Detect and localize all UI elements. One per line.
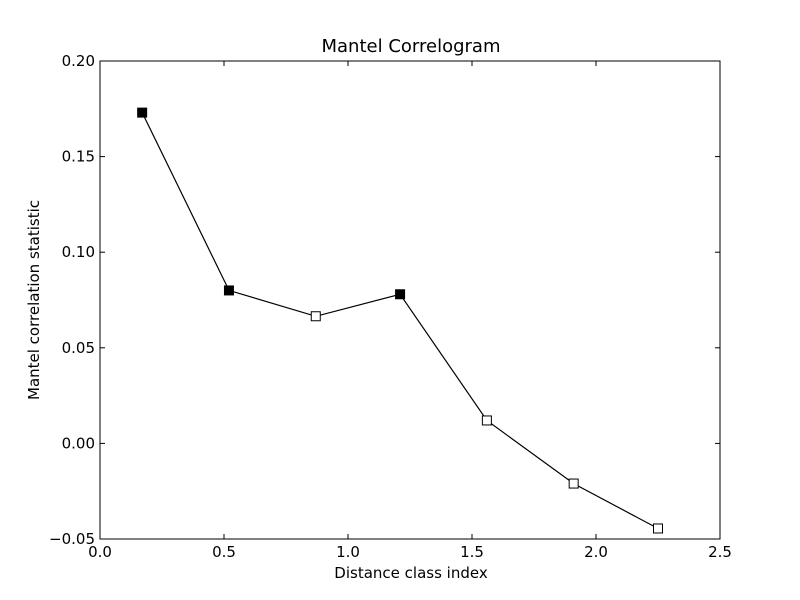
chart-title: Mantel Correlogram bbox=[322, 36, 501, 57]
data-point-open bbox=[653, 523, 663, 534]
data-point-filled bbox=[395, 289, 406, 300]
x-tick-label: 0.0 bbox=[88, 543, 112, 561]
x-tick-label: 0.5 bbox=[212, 543, 236, 561]
y-tick-label: 0.00 bbox=[62, 434, 95, 452]
x-tick-label: 2.0 bbox=[584, 543, 608, 561]
data-point-open bbox=[310, 311, 321, 322]
x-tick-label: 2.5 bbox=[708, 543, 732, 561]
x-axis-label: Distance class index bbox=[334, 564, 488, 582]
plot-area: 0.0 0.5 1.0 1.5 2.0 2.5 −0.05 0.00 0.05 0.10 0.15 0… bbox=[49, 52, 732, 561]
y-axis-label: Mantel correlation statistic bbox=[25, 200, 43, 400]
data-point-open bbox=[568, 478, 579, 489]
data-point-filled bbox=[223, 285, 234, 296]
y-tick-label: 0.10 bbox=[62, 243, 95, 261]
y-tick-label: 0.15 bbox=[62, 148, 95, 166]
data-point-filled bbox=[137, 107, 148, 118]
y-tick-label: 0.20 bbox=[62, 52, 95, 70]
x-tick-label: 1.5 bbox=[460, 543, 484, 561]
plot-frame bbox=[99, 60, 721, 540]
y-tick-label: −0.05 bbox=[49, 530, 95, 548]
x-tick-label: 1.0 bbox=[336, 543, 360, 561]
data-point-open bbox=[481, 415, 492, 426]
y-tick-label: 0.05 bbox=[62, 339, 95, 357]
